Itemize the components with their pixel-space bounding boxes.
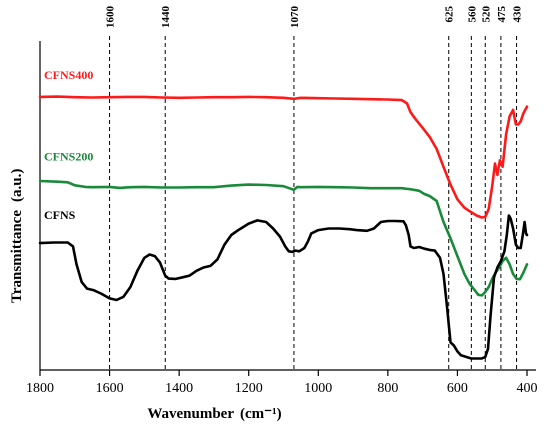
x-tick-labels: 1800 1600 1400 1200 1000 800 600 400 bbox=[26, 381, 538, 396]
series-line-cfns bbox=[38, 214, 529, 360]
x-tick-label: 1200 bbox=[235, 381, 263, 396]
x-axis-unit: (cm⁻¹) bbox=[240, 406, 282, 422]
series-lines bbox=[38, 95, 529, 360]
x-axis-title: Wavenumber bbox=[147, 406, 234, 422]
peak-marker-label: 520 bbox=[480, 6, 492, 23]
peak-marker-label: 560 bbox=[466, 6, 478, 23]
series-line-cfns200 bbox=[38, 179, 529, 297]
peak-marker-label: 1070 bbox=[289, 6, 301, 29]
series-line-cfns400 bbox=[38, 95, 529, 219]
peak-marker-label: 1440 bbox=[160, 6, 172, 29]
peak-marker-lines bbox=[109, 36, 518, 370]
y-axis-unit: (a.u.) bbox=[9, 169, 25, 202]
x-tick-label: 1000 bbox=[304, 381, 332, 396]
x-ticks bbox=[39, 370, 528, 376]
peak-marker-labels: 1600 1440 1070 625 560 520 475 430 bbox=[105, 6, 524, 29]
x-tick-label: 400 bbox=[517, 381, 538, 396]
x-tick-label: 1800 bbox=[26, 381, 54, 396]
peak-marker-label: 1600 bbox=[105, 6, 117, 29]
peak-marker-label: 625 bbox=[444, 6, 456, 23]
x-tick-label: 1600 bbox=[96, 381, 124, 396]
x-tick-label: 800 bbox=[377, 381, 398, 396]
series-label-cfns200: CFNS200 bbox=[44, 149, 93, 163]
x-tick-label: 600 bbox=[447, 381, 468, 396]
y-axis-title: Transmittance bbox=[9, 210, 25, 303]
series-label-cfns: CFNS bbox=[44, 208, 76, 222]
x-tick-label: 1400 bbox=[165, 381, 193, 396]
peak-marker-label: 430 bbox=[512, 6, 524, 23]
series-label-cfns400: CFNS400 bbox=[44, 68, 93, 82]
peak-marker-label: 475 bbox=[496, 6, 508, 23]
series-labels: CFNS400 CFNS200 CFNS bbox=[44, 68, 93, 222]
